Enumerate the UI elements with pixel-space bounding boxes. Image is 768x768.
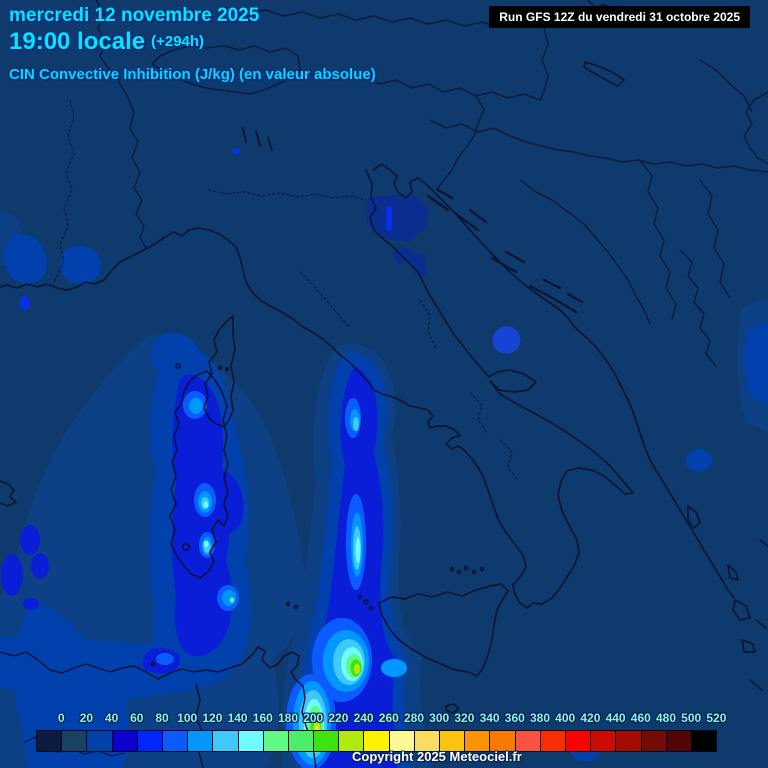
- legend-color-cell: [514, 730, 540, 752]
- forecast-date: mercredi 12 novembre 2025: [9, 5, 260, 26]
- coast-africa: [0, 646, 317, 768]
- legend-color-cell: [464, 730, 490, 752]
- legend-value: 520: [706, 711, 727, 725]
- legend-value: 220: [328, 711, 349, 725]
- legend-value: 400: [555, 711, 576, 725]
- legend-value: 120: [202, 711, 223, 725]
- legend-value: 360: [504, 711, 525, 725]
- model-run-info: Run GFS 12Z du vendredi 31 octobre 2025: [489, 6, 750, 28]
- legend-value: 420: [580, 711, 601, 725]
- legend-value: 460: [630, 711, 651, 725]
- legend-value: 40: [104, 711, 119, 725]
- coast-italy: [0, 169, 634, 609]
- legend-value: 500: [681, 711, 702, 725]
- legend-color-cell: [690, 730, 718, 752]
- legend-color-cell: [161, 730, 188, 752]
- legend-color-cell: [287, 730, 314, 752]
- legend-color-cell: [338, 730, 364, 752]
- legend-value: 480: [655, 711, 677, 725]
- legend-color-cell: [212, 730, 238, 752]
- legend-color-cell: [86, 730, 112, 752]
- legend-labels: 0 20 40 60 80 100 120 140 160 180 200 220 240 260 280 3…: [36, 711, 727, 726]
- legend-color-cell: [187, 730, 213, 752]
- legend-value: 300: [429, 711, 450, 725]
- coast-mallorca: [0, 480, 17, 507]
- legend-value: 320: [454, 711, 475, 725]
- legend-color-cell: [539, 730, 565, 752]
- legend-value: 100: [177, 711, 198, 725]
- legend-color-cell: [564, 730, 591, 752]
- coastlines: [0, 61, 768, 768]
- coast-corsica: [203, 315, 236, 428]
- coast-sicily: [378, 583, 509, 677]
- legend-value: 20: [79, 711, 94, 725]
- legend-color-cell: [590, 730, 616, 752]
- legend-value: 0: [57, 711, 65, 725]
- forecast-hour-offset: (+294h): [151, 33, 205, 50]
- legend-value: 280: [403, 711, 425, 725]
- legend-value: 260: [378, 711, 399, 725]
- legend-color-cell: [388, 730, 414, 752]
- legend-color-cell: [262, 730, 288, 752]
- legend-color-cell: [489, 730, 515, 752]
- forecast-time: 19:00 locale (+294h): [9, 28, 204, 56]
- legend-color-cell: [665, 730, 691, 752]
- copyright-notice: Copyright 2025 Meteociel.fr: [352, 749, 522, 764]
- coast-balkans: [372, 163, 735, 599]
- legend-value: 180: [277, 711, 299, 725]
- legend-color-cell: [439, 730, 465, 752]
- legend-color-cell: [413, 730, 439, 752]
- legend-color-cell: [36, 730, 62, 752]
- legend-value: 160: [252, 711, 273, 725]
- legend-color-cell: [111, 730, 137, 752]
- legend-color-cell: [237, 730, 263, 752]
- country-borders: [95, 0, 768, 367]
- legend-value: 60: [130, 711, 144, 725]
- legend-color-cell: [363, 730, 389, 752]
- parameter-title: CIN Convective Inhibition (J/kg) (en val…: [9, 66, 376, 83]
- legend-color-cell: [615, 730, 641, 752]
- coast-sardinia: [169, 370, 229, 579]
- legend-bar: [36, 730, 718, 752]
- legend-value: 380: [529, 711, 551, 725]
- rivers: [51, 99, 519, 481]
- legend-value: 200: [303, 711, 324, 725]
- color-scale-legend: 0 20 40 60 80 100 120 140 160 180 200 220 240 260 280 3…: [36, 711, 726, 756]
- legend-value: 80: [155, 711, 169, 725]
- legend-value: 240: [353, 711, 374, 725]
- legend-color-cell: [136, 730, 162, 752]
- legend-color-cell: [61, 730, 87, 752]
- legend-value: 340: [479, 711, 500, 725]
- legend-value: 140: [227, 711, 248, 725]
- legend-color-cell: [640, 730, 666, 752]
- forecast-time-label: 19:00 locale: [9, 28, 146, 55]
- legend-color-cell: [313, 730, 339, 752]
- legend-value: 440: [605, 711, 626, 725]
